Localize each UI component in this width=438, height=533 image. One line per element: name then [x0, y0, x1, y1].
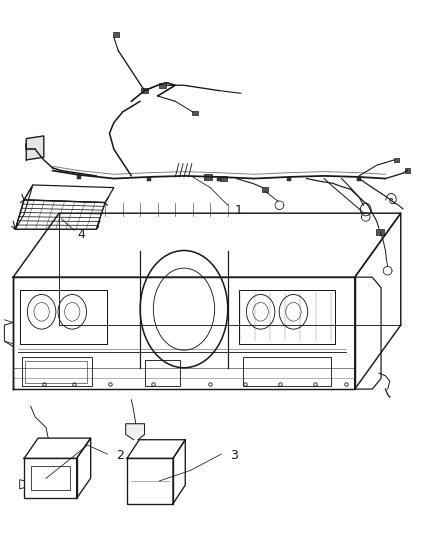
- Text: 1: 1: [235, 204, 243, 217]
- Bar: [405, 168, 410, 173]
- Text: 4: 4: [77, 228, 85, 241]
- Bar: [204, 174, 212, 180]
- Bar: [262, 187, 268, 191]
- Bar: [127, 458, 173, 504]
- Bar: [24, 458, 77, 498]
- Bar: [376, 229, 384, 235]
- Bar: [113, 32, 119, 37]
- Bar: [31, 466, 70, 490]
- Bar: [141, 88, 148, 93]
- Text: 2: 2: [117, 449, 124, 462]
- Text: 3: 3: [230, 449, 238, 462]
- Bar: [394, 158, 399, 162]
- Polygon shape: [126, 424, 145, 440]
- Bar: [20, 290, 107, 344]
- Bar: [22, 357, 92, 386]
- Bar: [243, 357, 331, 386]
- Bar: [25, 361, 87, 383]
- Bar: [192, 110, 198, 115]
- Bar: [239, 290, 335, 344]
- Bar: [145, 360, 180, 386]
- Bar: [220, 176, 227, 181]
- Bar: [159, 83, 166, 88]
- Polygon shape: [26, 136, 44, 160]
